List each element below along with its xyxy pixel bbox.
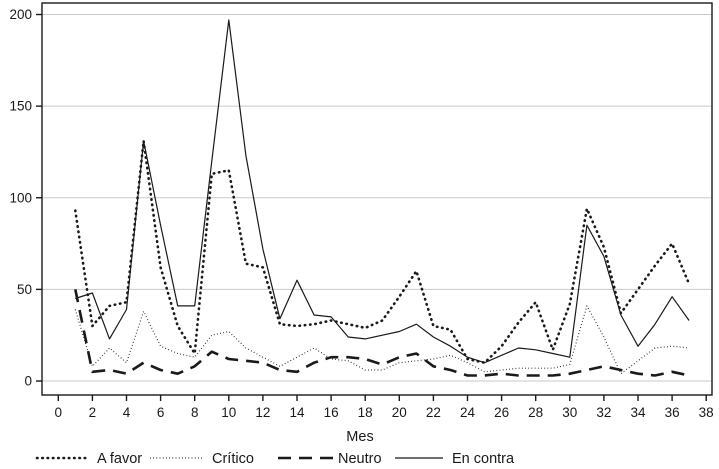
- legend-label: En contra: [452, 451, 515, 467]
- legend-label: A favor: [97, 451, 142, 467]
- x-tick-label: 38: [699, 405, 714, 420]
- x-tick-label: 30: [562, 405, 577, 420]
- x-tick-label: 36: [665, 405, 680, 420]
- x-tick-label: 16: [324, 405, 339, 420]
- x-tick-label: 12: [255, 405, 270, 420]
- x-tick-label: 4: [123, 405, 131, 420]
- x-tick-label: 6: [157, 405, 165, 420]
- x-tick-label: 24: [460, 405, 476, 420]
- legend-label: Neutro: [338, 451, 382, 467]
- y-tick-label: 100: [9, 190, 32, 205]
- legend: A favor Crítico Neutro En contra: [35, 451, 515, 467]
- x-tick-label: 32: [596, 405, 611, 420]
- x-tick-label: 22: [426, 405, 441, 420]
- x-tick-label: 28: [528, 405, 543, 420]
- x-axis-title: Mes: [346, 429, 373, 445]
- series-layer: [74, 19, 691, 377]
- plot-frame: [41, 2, 713, 396]
- y-axis: 0 50 100 150 200: [9, 7, 42, 389]
- y-tick-label: 50: [17, 282, 32, 297]
- x-tick-label: 18: [358, 405, 373, 420]
- x-tick-label: 14: [289, 405, 305, 420]
- x-tick-label: 20: [392, 405, 407, 420]
- series-line-neutro: [74, 289, 690, 377]
- x-tick-label: 0: [55, 405, 63, 420]
- series-line-en-contra: [75, 19, 690, 364]
- x-tick-label: 8: [191, 405, 199, 420]
- y-tick-label: 0: [24, 374, 32, 389]
- x-tick-label: 2: [89, 405, 97, 420]
- legend-label: Crítico: [212, 451, 254, 467]
- y-tick-label: 200: [9, 7, 32, 22]
- x-axis: 0 2 4 6 8 10 12 14 16 18 20 22 24 26 28 30 32 34 36 38: [55, 395, 714, 420]
- series-line-a-favor: [74, 139, 691, 365]
- grid-layer: [42, 13, 712, 382]
- x-tick-label: 34: [630, 405, 646, 420]
- x-tick-label: 10: [221, 405, 236, 420]
- y-tick-label: 150: [9, 99, 32, 114]
- x-tick-label: 26: [494, 405, 509, 420]
- series-line-crítico: [74, 305, 690, 375]
